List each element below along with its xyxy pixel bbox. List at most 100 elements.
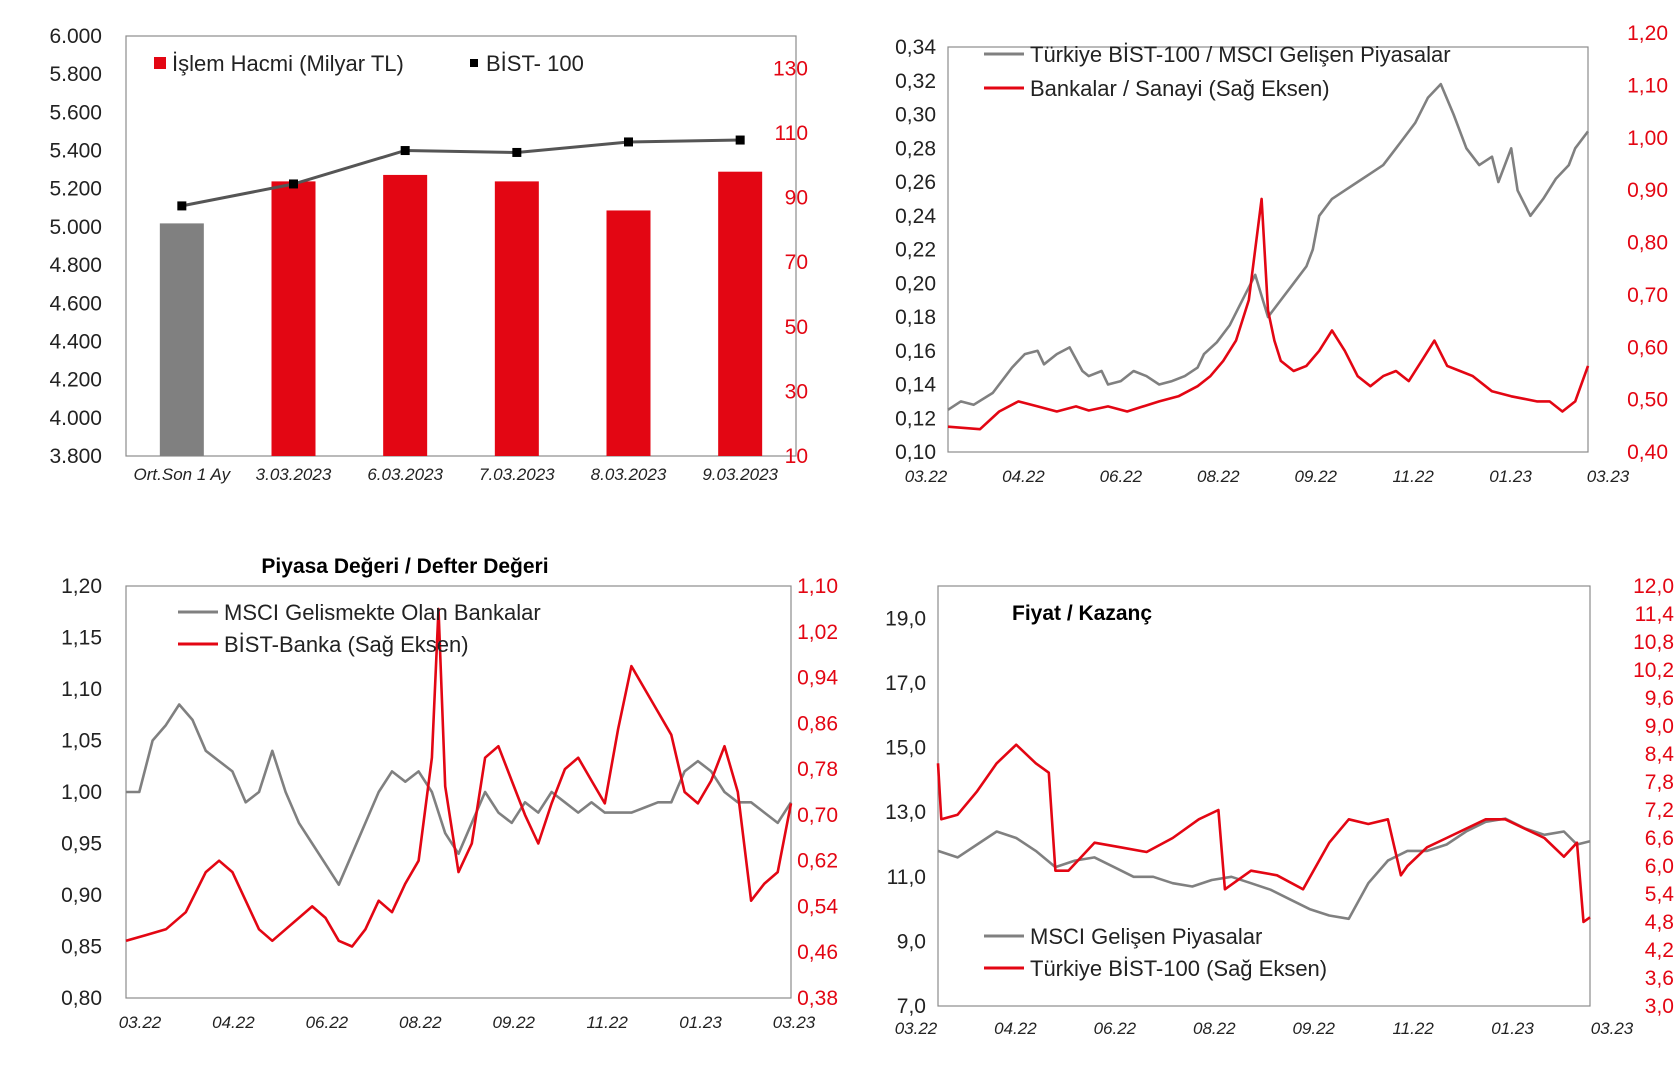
bar-volume xyxy=(383,174,428,456)
point-bist100 xyxy=(400,146,410,156)
y-tick-left: 4.000 xyxy=(49,407,102,430)
legend-label-banks-industry: Bankalar / Sanayi (Sağ Eksen) xyxy=(1030,76,1330,101)
y-tick-left: 0,30 xyxy=(895,104,936,127)
y-tick-right: 110 xyxy=(775,122,808,145)
chart-pe: Fiyat / Kazanç 19,0 17,0 15,0 13,0 11,0 9,0 7,… xyxy=(885,575,1675,1038)
legend-label-msci-em: MSCI Gelişen Piyasalar xyxy=(1030,924,1262,949)
y-tick-right: 0,54 xyxy=(797,895,838,918)
y-tick-right: 7,2 xyxy=(1645,799,1674,822)
legend-label-bist100-pe: Türkiye BİST-100 (Sağ Eksen) xyxy=(1030,956,1327,981)
y-tick-right: 9,0 xyxy=(1645,715,1674,738)
legend-swatch-bist100 xyxy=(470,59,478,67)
x-tick: 06.22 xyxy=(306,1013,349,1032)
y-tick-left: 0,26 xyxy=(895,171,936,194)
y-tick-right: 10 xyxy=(785,445,808,468)
y-tick-left: 0,80 xyxy=(61,987,102,1010)
x-tick: 03.22 xyxy=(905,467,948,486)
y-tick-left: 0,12 xyxy=(895,407,936,430)
y-tick-left: 0,20 xyxy=(895,272,936,295)
y-tick-left: 19,0 xyxy=(885,607,926,630)
y-tick-left: 1,05 xyxy=(61,730,102,753)
y-tick-right: 1,10 xyxy=(1627,74,1668,97)
y-tick-right: 10,2 xyxy=(1633,659,1674,682)
line-bist100 xyxy=(181,138,741,208)
y-tick-left: 0,16 xyxy=(895,340,936,363)
y-tick-right: 10,8 xyxy=(1633,631,1674,654)
line-banks-industry xyxy=(947,197,1590,431)
line-bist-bank xyxy=(125,607,793,948)
y-tick-left: 4.400 xyxy=(49,330,102,353)
y-tick-left: 0,24 xyxy=(895,205,936,228)
y-tick-right: 3,6 xyxy=(1645,967,1674,990)
x-tick: 03.23 xyxy=(773,1013,816,1032)
y-tick-left: 1,15 xyxy=(61,627,102,650)
y-tick-right: 0,46 xyxy=(797,941,838,964)
legend-label-bist100: BİST- 100 xyxy=(486,51,584,76)
x-tick: 7.03.2023 xyxy=(479,465,555,484)
legend: Türkiye BİST-100 / MSCI Gelişen Piyasala… xyxy=(984,42,1451,101)
x-tick: 03.22 xyxy=(895,1019,938,1038)
y-tick-right: 50 xyxy=(785,316,808,339)
y-tick-left: 0,34 xyxy=(895,36,936,59)
x-tick: 08.22 xyxy=(1193,1019,1236,1038)
x-tick: 08.22 xyxy=(399,1013,442,1032)
legend-swatch-volume xyxy=(154,57,166,69)
x-tick: Ort.Son 1 Ay xyxy=(134,465,232,484)
y-tick-right: 7,8 xyxy=(1645,771,1674,794)
y-tick-left: 4.200 xyxy=(49,369,102,392)
x-tick: 01.23 xyxy=(1491,1019,1534,1038)
y-tick-left: 4.600 xyxy=(49,292,102,315)
y-tick-right: 0,78 xyxy=(797,758,838,781)
y-tick-right: 0,80 xyxy=(1627,232,1668,255)
y-tick-right: 8,4 xyxy=(1645,743,1675,766)
legend-label-bist-msci: Türkiye BİST-100 / MSCI Gelişen Piyasala… xyxy=(1030,42,1451,67)
y-tick-right: 0,40 xyxy=(1627,441,1668,464)
y-tick-right: 30 xyxy=(785,380,808,403)
y-tick-left: 5.200 xyxy=(49,178,102,201)
y-tick-right: 5,4 xyxy=(1645,883,1675,906)
point-bist100 xyxy=(512,147,522,157)
y-tick-left: 1,10 xyxy=(61,678,102,701)
y-tick-right: 90 xyxy=(785,187,808,210)
line-bist100-pe xyxy=(936,743,1591,924)
x-tick: 11.22 xyxy=(1393,467,1435,486)
y-tick-left: 5.800 xyxy=(49,63,102,86)
bar-volume xyxy=(606,210,651,456)
bar-volume xyxy=(494,181,539,456)
y-tick-right: 0,38 xyxy=(797,987,838,1010)
y-tick-left: 1,00 xyxy=(61,781,102,804)
chart-pbv: Piyasa Değeri / Defter Değeri 1,20 1,15 1,… xyxy=(61,555,838,1032)
y-tick-left: 5.000 xyxy=(49,216,102,239)
point-bist100 xyxy=(735,135,745,145)
y-tick-left: 0,10 xyxy=(895,441,936,464)
plot-area xyxy=(125,585,792,999)
y-tick-left: 17,0 xyxy=(885,672,926,695)
y-tick-left: 0,32 xyxy=(895,70,936,93)
y-tick-left: 13,0 xyxy=(885,801,926,824)
chart-panel-volume: 6.000 5.800 5.600 5.400 5.200 5.000 4.800 4.600… xyxy=(0,0,810,500)
y-tick-right: 0,50 xyxy=(1627,389,1668,412)
line-msci-em xyxy=(937,817,1591,921)
y-tick-right: 1,20 xyxy=(1627,22,1668,45)
chart-panel-pbv: Piyasa Değeri / Defter Değeri 1,20 1,15 1,… xyxy=(0,540,840,1065)
y-tick-left: 0,28 xyxy=(895,137,936,160)
legend: MSCI Gelişen Piyasalar Türkiye BİST-100 … xyxy=(984,924,1327,981)
x-tick: 9.03.2023 xyxy=(702,465,778,484)
x-tick: 11.22 xyxy=(587,1013,629,1032)
bar-volume xyxy=(159,223,204,456)
bar-volume xyxy=(718,171,763,456)
chart-bist-msci: 0,34 0,32 0,30 0,28 0,26 0,24 0,22 0,20 0,18 0,16… xyxy=(895,22,1668,486)
y-tick-left: 3.800 xyxy=(49,445,102,468)
y-tick-right: 0,94 xyxy=(797,667,838,690)
legend: İşlem Hacmi (Milyar TL) BİST- 100 xyxy=(154,51,584,76)
x-tick: 01.23 xyxy=(679,1013,722,1032)
y-tick-right: 12,0 xyxy=(1633,575,1674,598)
x-tick: 8.03.2023 xyxy=(591,465,667,484)
y-tick-left: 0,95 xyxy=(61,833,102,856)
legend: MSCI Gelismekte Olan Bankalar BİST-Banka… xyxy=(178,600,541,657)
point-bist100 xyxy=(289,179,298,189)
x-tick: 04.22 xyxy=(212,1013,255,1032)
y-tick-right: 9,6 xyxy=(1645,687,1674,710)
point-bist100 xyxy=(624,137,633,147)
y-tick-left: 6.000 xyxy=(49,25,102,48)
